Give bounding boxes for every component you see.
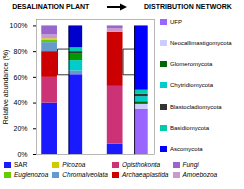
html-text:Chytridiomycota: Chytridiomycota	[170, 82, 213, 89]
html-text:Amoebozoa: Amoebozoa	[182, 171, 218, 178]
svg-text:Relative abundance (%): Relative abundance (%)	[2, 50, 10, 125]
svg-text:80%: 80%	[13, 48, 27, 55]
html-text:DISTRIBUTION NETWORK: DISTRIBUTION NETWORK	[144, 3, 232, 10]
svg-text:60%: 60%	[13, 74, 27, 81]
html-text:SAR: SAR	[14, 161, 28, 168]
html-text:Ascomycota: Ascomycota	[170, 145, 203, 152]
html-text:Blastocladiomycota: Blastocladiomycota	[170, 103, 222, 110]
html-text:Chromalveolata: Chromalveolata	[62, 171, 108, 178]
svg-text:20%: 20%	[13, 125, 27, 132]
html-text:Fungi: Fungi	[182, 161, 199, 168]
html-text:DESALINATION PLANT: DESALINATION PLANT	[12, 3, 90, 10]
html-text:Euglenozoa: Euglenozoa	[14, 171, 49, 178]
html-text:Glomeromycota: Glomeromycota	[170, 61, 213, 68]
svg-text:0%: 0%	[17, 151, 27, 158]
html-text:Basidiomycota: Basidiomycota	[170, 124, 209, 131]
html-text:Picozoa: Picozoa	[62, 161, 86, 168]
svg-text:100%: 100%	[10, 22, 28, 29]
html-text:Neocallimastigomycota: Neocallimastigomycota	[170, 40, 232, 47]
html-text:Archaeaplastida: Archaeaplastida	[121, 171, 169, 178]
html-text:UFP: UFP	[170, 19, 182, 25]
svg-text:40%: 40%	[13, 99, 27, 106]
html-text:Opisthokonta: Opisthokonta	[121, 161, 161, 168]
